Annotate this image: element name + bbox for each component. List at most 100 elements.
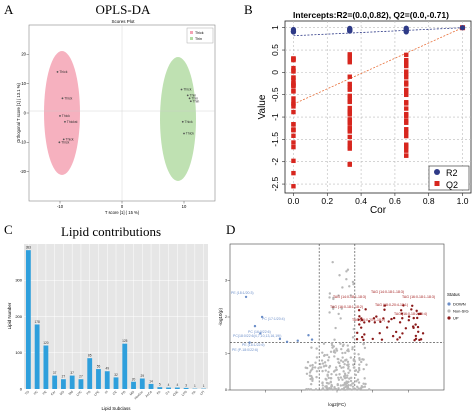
- y-tick-label: 0: [20, 386, 23, 391]
- legend-r2-label: R2: [446, 168, 458, 178]
- nonsig-point: [309, 364, 312, 367]
- x-tick-label: 0: [121, 204, 124, 209]
- nonsig-point: [345, 278, 348, 281]
- nonsig-point: [347, 371, 350, 374]
- nonsig-point: [321, 387, 325, 390]
- q2-point: [347, 81, 352, 87]
- bar-value-label: 32: [114, 373, 118, 377]
- panel-label-c: C: [4, 222, 13, 237]
- nonsig-point: [326, 374, 329, 377]
- up-point: [360, 317, 363, 320]
- x-tick-label: 0.8: [423, 196, 435, 206]
- up-lipid-label: TAG (16:0-20:1-18:1): [352, 318, 385, 322]
- y-tick-label: 1: [225, 352, 227, 356]
- panel-label-a: A: [4, 2, 14, 17]
- chart-d-ylabel: -log10(p): [218, 307, 223, 326]
- q2-point: [347, 60, 352, 65]
- q2-point: [291, 184, 296, 189]
- nonsig-point: [331, 307, 335, 310]
- x-tick-label: SM: [68, 390, 74, 396]
- up-point: [382, 317, 385, 320]
- r2-regression-line: [293, 27, 463, 37]
- q2-point: [291, 100, 296, 105]
- nonsig-point: [327, 370, 330, 374]
- up-point: [416, 316, 419, 320]
- up-lipid-label: TAG (16:0-18:1-18:3): [402, 295, 435, 299]
- up-point: [372, 317, 376, 320]
- bar: [148, 383, 154, 389]
- q2-point: [404, 92, 409, 97]
- legend-nonsig-marker: [447, 309, 451, 313]
- x-tick-label: 1.0: [457, 196, 469, 206]
- q2-point: [404, 60, 409, 66]
- nonsig-point: [321, 351, 324, 354]
- thin-ellipse: [160, 57, 196, 181]
- q2-point: [347, 97, 352, 102]
- up-point: [360, 335, 364, 339]
- up-point: [390, 317, 393, 321]
- up-point: [391, 334, 395, 338]
- panel-a: A OPLS-DA Scores Plot ThickThickThickThi…: [4, 2, 216, 215]
- q2-point: [291, 158, 296, 164]
- nonsig-point: [333, 355, 336, 358]
- up-point: [358, 315, 361, 318]
- chart-c-bars: 383TG178PC120PE37Cer27DG37SM27LPC85PS55L…: [24, 246, 207, 400]
- x-tick-label: PC: [33, 389, 39, 395]
- bar-value-label: 20: [132, 377, 136, 381]
- nonsig-point: [351, 348, 354, 351]
- up-point: [417, 312, 420, 316]
- nonsig-point: [310, 346, 313, 349]
- nonsig-point: [341, 378, 344, 381]
- nonsig-point: [351, 280, 355, 284]
- up-point: [416, 325, 420, 329]
- score-point-label: Thick: [59, 70, 67, 74]
- nonsig-point: [315, 347, 318, 350]
- q2-regression-line: [293, 27, 463, 105]
- nonsig-point: [351, 336, 355, 339]
- up-point: [380, 338, 384, 341]
- r2-point: [403, 25, 409, 31]
- y-tick-label: 0.5: [270, 44, 280, 56]
- up-lipid-label: TAG (18:0-20:4-18:1): [375, 303, 408, 307]
- nonsig-point: [349, 379, 353, 383]
- up-point: [415, 309, 418, 313]
- nonsig-point: [321, 362, 325, 365]
- r2-point: [459, 25, 466, 31]
- chart-b-ticks: 0.0 0.2 0.4 0.6 0.8 1.0 -2.5 -2 -1.5 -1 -0.5 0 0.5 1: [270, 21, 471, 206]
- nonsig-point: [349, 384, 353, 387]
- q2-point: [347, 109, 352, 115]
- q2-point: [291, 75, 296, 80]
- bar-value-label: 120: [43, 341, 49, 345]
- nonsig-point: [358, 368, 361, 372]
- nonsig-point: [364, 382, 367, 386]
- nonsig-point: [314, 361, 317, 364]
- legend-up-marker: [447, 316, 451, 320]
- up-point: [419, 312, 422, 316]
- x-tick-label: -10: [57, 204, 64, 209]
- bar: [122, 343, 128, 389]
- x-tick-label: LPI: [199, 390, 205, 396]
- score-point: [64, 120, 66, 123]
- nonsig-point: [337, 294, 340, 297]
- up-point: [356, 331, 359, 335]
- up-point: [363, 333, 366, 336]
- nonsig-point: [346, 360, 350, 364]
- nonsig-point: [309, 369, 313, 372]
- q2-point: [291, 78, 296, 83]
- q2-point: [291, 57, 296, 63]
- x-tick-label: PI: [104, 390, 109, 395]
- q2-point: [347, 85, 352, 90]
- nonsig-point: [322, 342, 326, 345]
- up-point: [398, 321, 402, 324]
- y-tick-label: -2: [270, 158, 280, 166]
- bar-value-label: 85: [88, 354, 92, 358]
- bar: [104, 371, 110, 389]
- x-tick-label: 0.2: [321, 196, 333, 206]
- q2-point: [347, 144, 352, 149]
- nonsig-point: [356, 370, 360, 374]
- up-point: [362, 338, 365, 342]
- bar: [113, 377, 119, 389]
- chart-a-ylabel: Orthogonal T score [1] ( 13.1 %): [16, 83, 21, 143]
- nonsig-point: [340, 347, 343, 351]
- nonsig-point: [360, 360, 363, 364]
